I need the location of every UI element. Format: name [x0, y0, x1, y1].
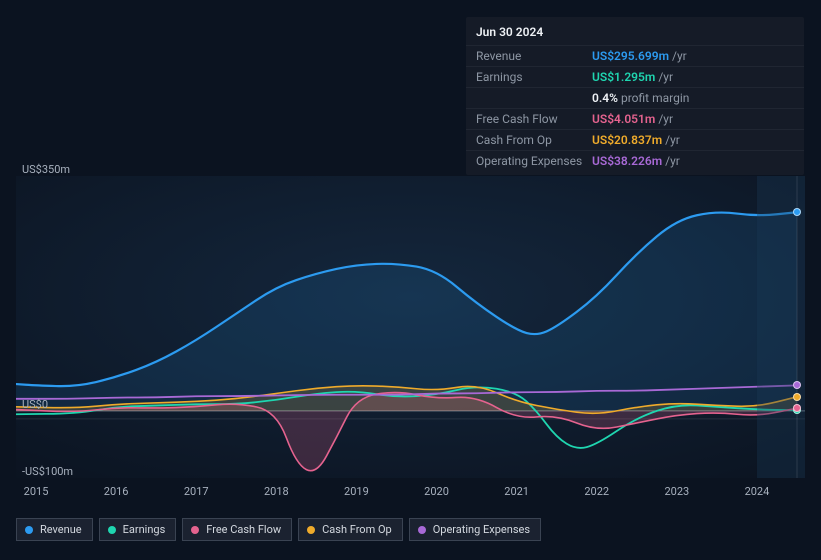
tooltip-row-unit: /yr [658, 70, 673, 84]
tooltip-row-label: Free Cash Flow [476, 112, 592, 126]
x-axis-tick-label: 2024 [745, 485, 770, 498]
legend-dot-icon [191, 526, 199, 534]
legend-dot-icon [108, 526, 116, 534]
x-axis-tick-label: 2015 [24, 485, 49, 498]
legend-item-cfo[interactable]: Cash From Op [298, 518, 403, 541]
tooltip-row: Cash From OpUS$20.837m/yr [466, 129, 804, 150]
series-endpoint-dot [793, 404, 801, 412]
legend-item-label: Free Cash Flow [206, 523, 281, 536]
legend-item-label: Earnings [123, 523, 166, 536]
legend-item-label: Operating Expenses [433, 523, 530, 536]
x-axis-tick-label: 2017 [184, 485, 209, 498]
legend-dot-icon [418, 526, 426, 534]
tooltip-row-value: US$4.051m [592, 112, 655, 126]
series-endpoint-dot [793, 208, 801, 216]
tooltip-row-unit: /yr [665, 133, 680, 147]
tooltip-row: RevenueUS$295.699m/yr [466, 45, 804, 66]
legend-item-revenue[interactable]: Revenue [16, 518, 93, 541]
tooltip-row-detail: 0.4%profit margin [466, 87, 804, 108]
tooltip-row: Free Cash FlowUS$4.051m/yr [466, 108, 804, 129]
x-axis-tick-label: 2019 [344, 485, 369, 498]
x-axis-tick-label: 2018 [264, 485, 289, 498]
legend-item-label: Cash From Op [322, 523, 392, 536]
legend-item-fcf[interactable]: Free Cash Flow [182, 518, 292, 541]
tooltip-row: Operating ExpensesUS$38.226m/yr [466, 150, 804, 171]
series-endpoint-dot [793, 381, 801, 389]
legend-item-opex[interactable]: Operating Expenses [409, 518, 541, 541]
tooltip-row-unit: /yr [665, 154, 680, 168]
tooltip-date: Jun 30 2024 [466, 25, 804, 45]
x-axis-tick-label: 2022 [584, 485, 609, 498]
tooltip-row: EarningsUS$1.295m/yr [466, 66, 804, 87]
tooltip-row-label: Cash From Op [476, 133, 592, 147]
tooltip-row-value: US$38.226m [592, 154, 662, 168]
tooltip-row-value: US$1.295m [592, 70, 655, 84]
series-endpoint-dot [793, 393, 801, 401]
financial-chart: US$350m US$0 -US$100m 2015 2016 2017 2018 2019… [0, 0, 821, 560]
chart-legend: Revenue Earnings Free Cash Flow Cash From O… [16, 518, 541, 541]
tooltip-row-label: Earnings [476, 70, 592, 84]
y-axis-tick-label: US$350m [22, 163, 70, 176]
tooltip-row-label: Revenue [476, 49, 592, 63]
x-axis-tick-label: 2020 [424, 485, 449, 498]
tooltip-row-value: US$20.837m [592, 133, 662, 147]
legend-dot-icon [307, 526, 315, 534]
y-axis-tick-label: -US$100m [22, 465, 73, 478]
legend-dot-icon [25, 526, 33, 534]
x-axis-tick-label: 2021 [504, 485, 529, 498]
chart-tooltip: Jun 30 2024 RevenueUS$295.699m/yrEarning… [466, 17, 804, 175]
tooltip-row-value: US$295.699m [592, 49, 669, 63]
tooltip-row-unit: /yr [672, 49, 687, 63]
tooltip-row-unit: /yr [658, 112, 673, 126]
tooltip-detail-value: 0.4% [592, 91, 618, 105]
tooltip-detail-label: profit margin [621, 91, 689, 105]
tooltip-row-label: Operating Expenses [476, 154, 592, 168]
legend-item-label: Revenue [40, 523, 82, 536]
x-axis-tick-label: 2016 [104, 485, 129, 498]
y-axis-tick-label: US$0 [22, 398, 48, 411]
x-axis-tick-label: 2023 [664, 485, 689, 498]
legend-item-earnings[interactable]: Earnings [99, 518, 177, 541]
